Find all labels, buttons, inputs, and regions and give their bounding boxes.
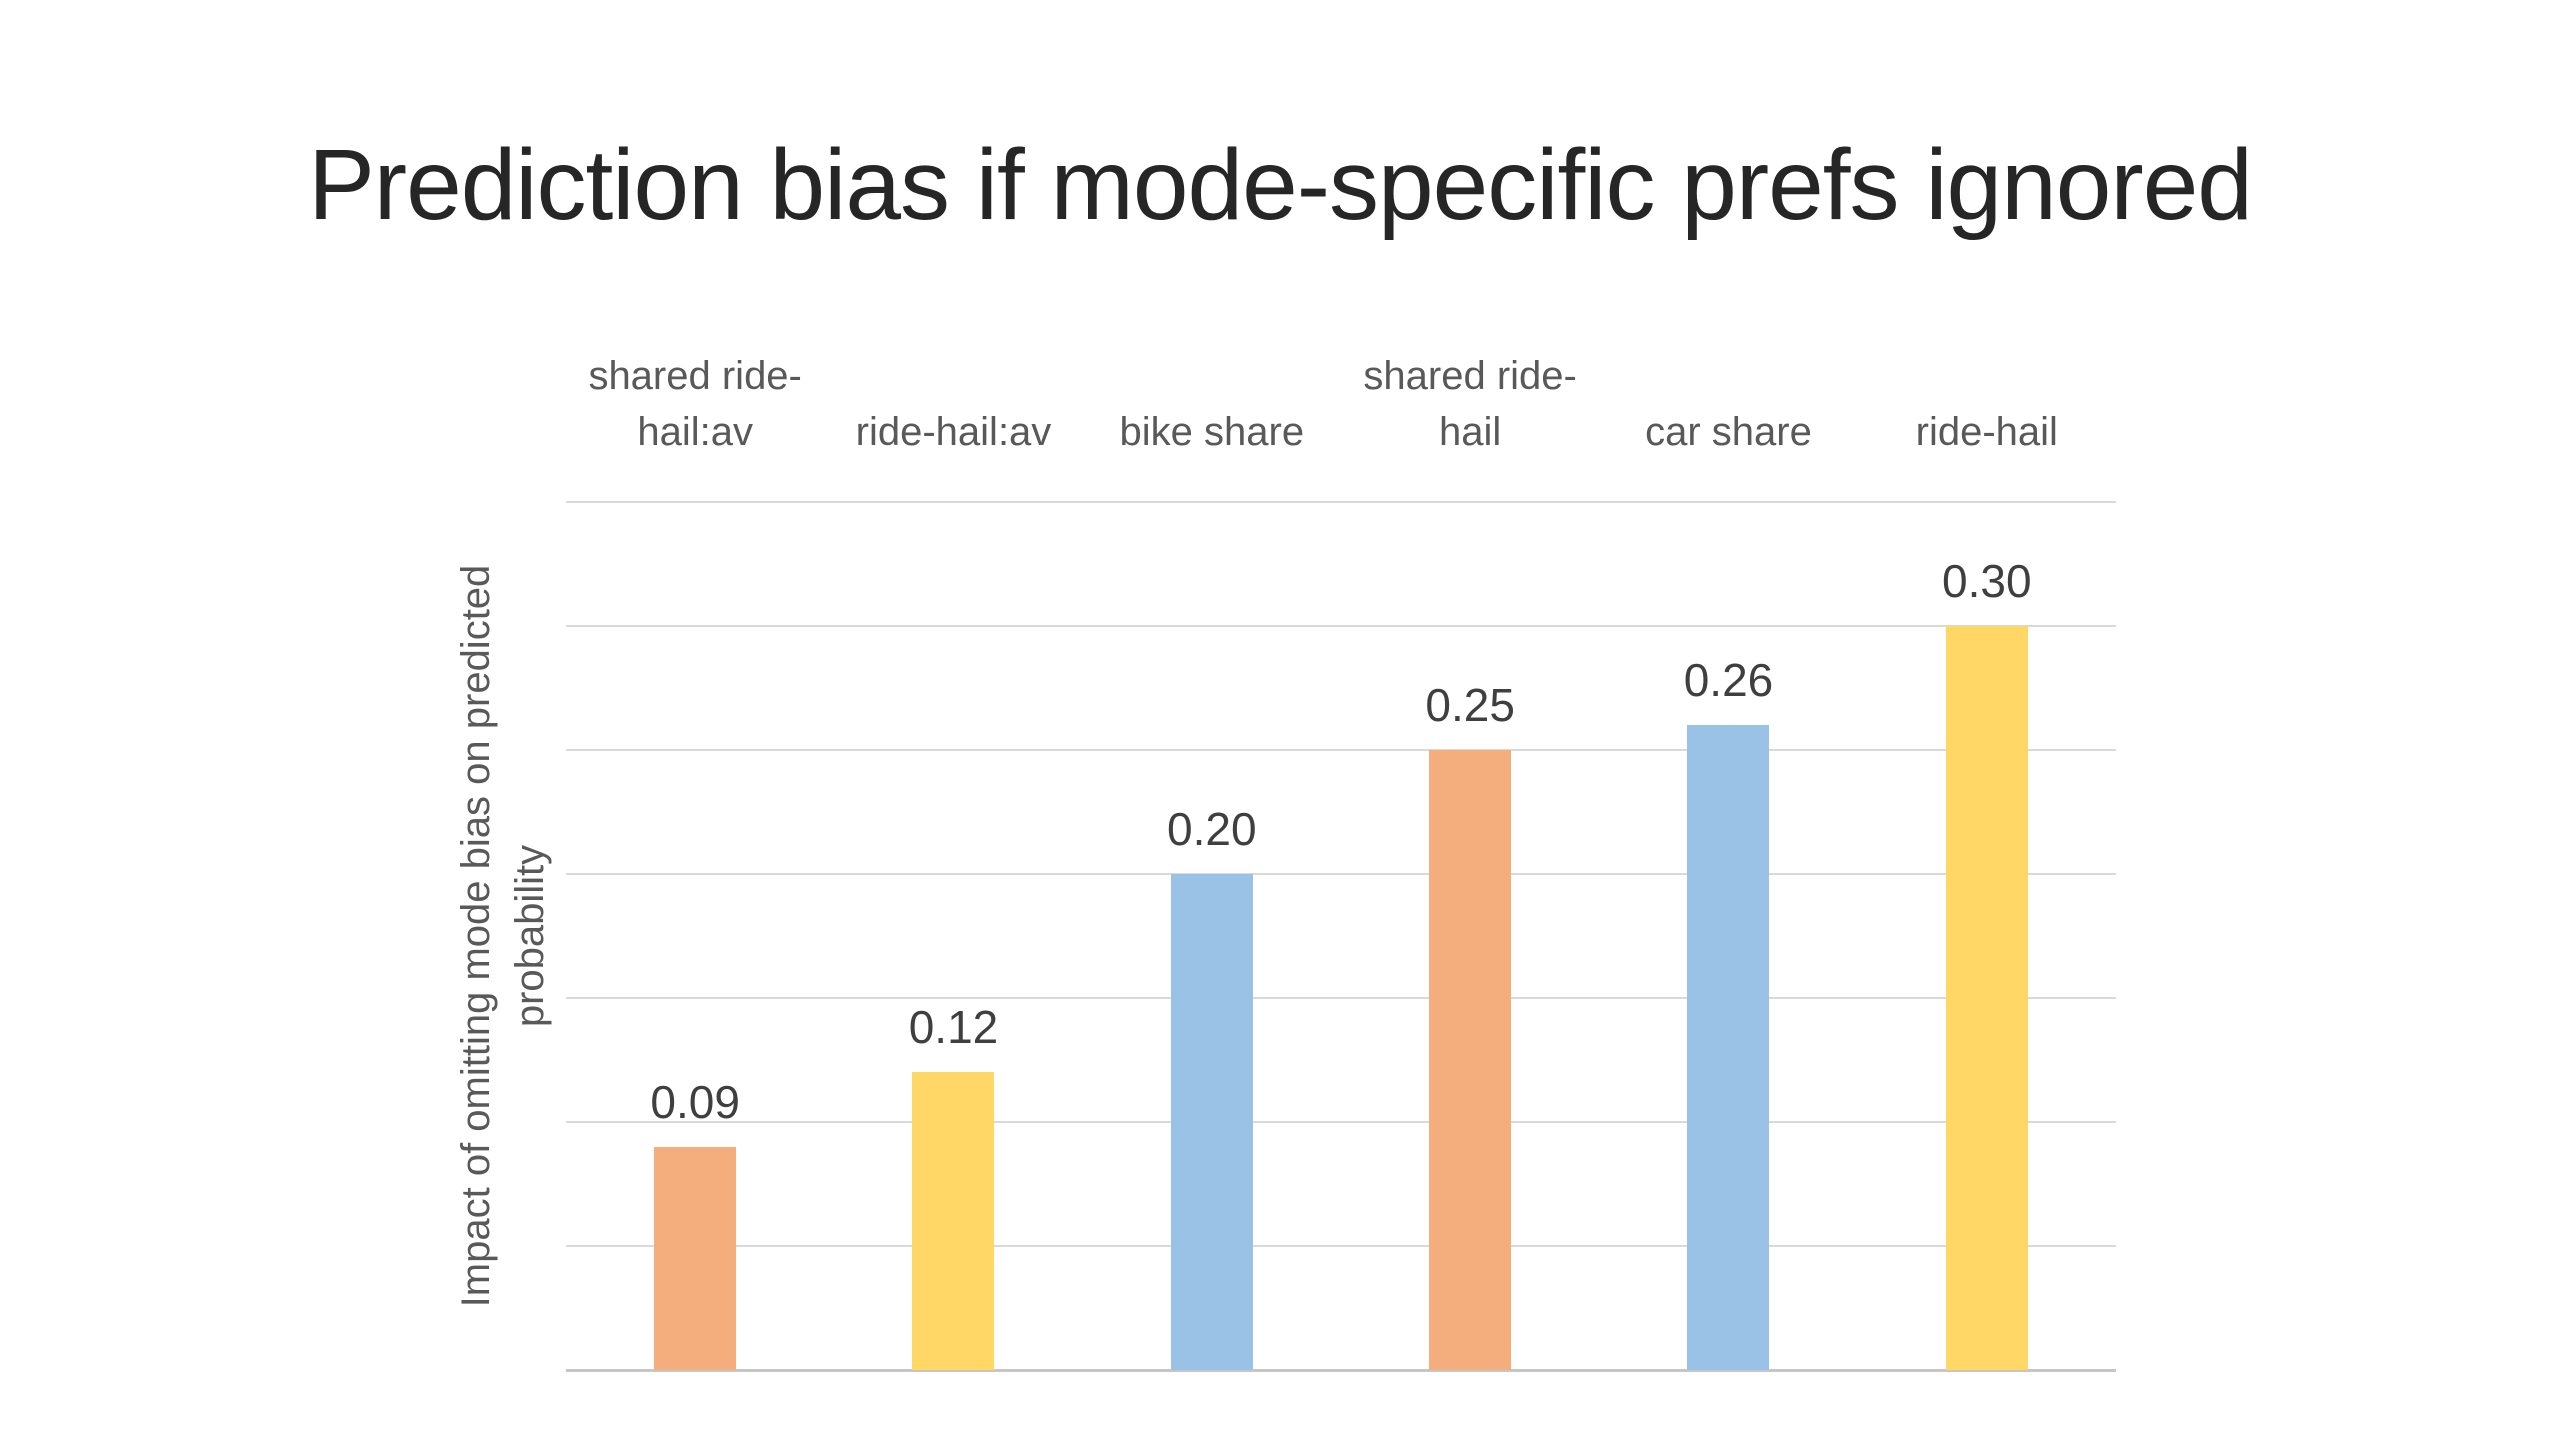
bar-value-label: 0.09 — [650, 1075, 740, 1128]
bar-slot: 0.30 — [1858, 502, 2116, 1370]
bar-slot: 0.12 — [824, 502, 1082, 1370]
gridline — [566, 1245, 2116, 1247]
gridline — [566, 997, 2116, 999]
gridline — [566, 501, 2116, 503]
gridline — [566, 625, 2116, 627]
y-axis-title-area: Impact of omitting mode bias on predicte… — [428, 502, 578, 1370]
bar — [1170, 874, 1253, 1370]
gridline — [566, 749, 2116, 751]
chart-title: Prediction bias if mode-specific prefs i… — [308, 129, 2253, 241]
gridline — [566, 1121, 2116, 1123]
bar-value-label: 0.26 — [1683, 654, 1774, 707]
bar-slot: 0.20 — [1083, 502, 1341, 1370]
category-labels: shared ride- hail:av ride-hail:av bike sha… — [566, 330, 2116, 460]
bar-slot: 0.26 — [1599, 502, 1857, 1370]
bar — [1429, 750, 1512, 1370]
bar — [1945, 626, 2028, 1370]
bar-slots: 0.09 0.12 0.20 0.25 0.26 0.30 — [566, 502, 2116, 1370]
category-label: ride-hail — [1915, 410, 2058, 454]
category-label: bike share — [1119, 410, 1305, 454]
plot-area: 0.09 0.12 0.20 0.25 0.26 0.30 — [566, 501, 2116, 1372]
category-label: shared ride- hail — [1363, 354, 1577, 454]
bar-slot: 0.09 — [566, 502, 824, 1370]
category-label: ride-hail:av — [855, 410, 1052, 454]
bar-value-label: 0.30 — [1942, 555, 2032, 607]
category-label: car share — [1645, 410, 1812, 454]
y-axis-title: Impact of omitting mode bias on predicte… — [454, 564, 552, 1308]
bar — [912, 1072, 995, 1370]
bar — [1687, 725, 1770, 1370]
x-axis-line — [566, 1369, 2116, 1372]
gridline — [566, 873, 2116, 875]
bar-value-label: 0.25 — [1425, 679, 1515, 731]
bar-slot: 0.25 — [1341, 502, 1599, 1370]
bar-value-label: 0.12 — [908, 1001, 999, 1054]
bar-value-label: 0.20 — [1167, 803, 1257, 855]
bar — [654, 1146, 737, 1370]
category-label: shared ride- hail:av — [588, 354, 802, 454]
